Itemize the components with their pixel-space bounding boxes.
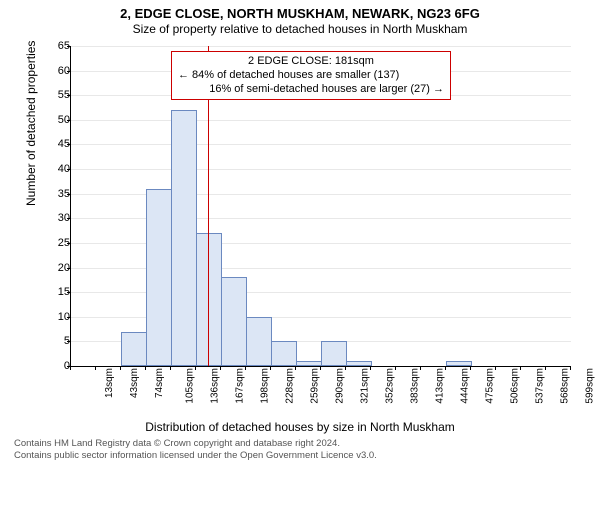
x-tick-mark: [270, 366, 271, 370]
info-callout: 2 EDGE CLOSE: 181sqm← 84% of detached ho…: [171, 51, 451, 100]
y-tick-label: 30: [30, 212, 70, 224]
x-tick-mark: [195, 366, 196, 370]
x-tick-label: 568sqm: [560, 368, 571, 404]
x-tick-mark: [520, 366, 521, 370]
footer-attribution: Contains HM Land Registry data © Crown c…: [14, 438, 590, 462]
x-tick-label: 383sqm: [410, 368, 421, 404]
x-tick-label: 198sqm: [260, 368, 271, 404]
histogram-bar: [321, 341, 347, 366]
x-tick-label: 537sqm: [535, 368, 546, 404]
plot-area: 2 EDGE CLOSE: 181sqm← 84% of detached ho…: [70, 46, 571, 367]
page-subtitle: Size of property relative to detached ho…: [0, 22, 600, 36]
info-line-1: 2 EDGE CLOSE: 181sqm: [178, 55, 444, 69]
y-tick-label: 0: [30, 360, 70, 372]
x-tick-mark: [145, 366, 146, 370]
x-tick-mark: [570, 366, 571, 370]
footer-line-1: Contains HM Land Registry data © Crown c…: [14, 438, 590, 450]
x-tick-label: 599sqm: [585, 368, 596, 404]
histogram-bar: [246, 317, 272, 366]
footer-line-2: Contains public sector information licen…: [14, 450, 590, 462]
y-tick-label: 25: [30, 237, 70, 249]
x-tick-label: 167sqm: [235, 368, 246, 404]
x-tick-mark: [495, 366, 496, 370]
y-tick-label: 35: [30, 188, 70, 200]
x-tick-mark: [95, 366, 96, 370]
x-tick-label: 105sqm: [185, 368, 196, 404]
y-tick-label: 60: [30, 65, 70, 77]
x-tick-mark: [470, 366, 471, 370]
x-tick-label: 13sqm: [104, 368, 115, 398]
y-tick-label: 40: [30, 163, 70, 175]
chart-container: Number of detached properties 2 EDGE CLO…: [20, 38, 580, 418]
histogram-bar: [446, 361, 472, 366]
x-tick-label: 136sqm: [210, 368, 221, 404]
y-tick-label: 55: [30, 89, 70, 101]
x-tick-mark: [120, 366, 121, 370]
x-tick-label: 290sqm: [335, 368, 346, 404]
gridline: [71, 144, 571, 145]
x-tick-mark: [170, 366, 171, 370]
y-tick-label: 20: [30, 262, 70, 274]
info-line-3: 16% of semi-detached houses are larger (…: [178, 83, 444, 97]
x-tick-mark: [220, 366, 221, 370]
x-tick-label: 321sqm: [360, 368, 371, 404]
info-line-2: ← 84% of detached houses are smaller (13…: [178, 69, 444, 83]
gridline: [71, 46, 571, 47]
x-tick-mark: [70, 366, 71, 370]
histogram-bar: [221, 277, 247, 366]
gridline: [71, 120, 571, 121]
histogram-bar: [346, 361, 372, 366]
page-title: 2, EDGE CLOSE, NORTH MUSKHAM, NEWARK, NG…: [0, 6, 600, 21]
x-tick-label: 43sqm: [129, 368, 140, 398]
x-tick-mark: [320, 366, 321, 370]
x-tick-mark: [395, 366, 396, 370]
gridline: [71, 169, 571, 170]
x-tick-label: 228sqm: [285, 368, 296, 404]
y-tick-label: 50: [30, 114, 70, 126]
x-tick-mark: [295, 366, 296, 370]
x-tick-label: 506sqm: [510, 368, 521, 404]
histogram-bar: [296, 361, 322, 366]
histogram-bar: [271, 341, 297, 366]
x-tick-label: 475sqm: [485, 368, 496, 404]
x-tick-mark: [370, 366, 371, 370]
y-tick-label: 65: [30, 40, 70, 52]
x-tick-label: 352sqm: [385, 368, 396, 404]
x-axis-label: Distribution of detached houses by size …: [0, 420, 600, 434]
x-tick-label: 444sqm: [460, 368, 471, 404]
x-tick-label: 74sqm: [154, 368, 165, 398]
x-tick-mark: [245, 366, 246, 370]
x-tick-mark: [545, 366, 546, 370]
y-tick-label: 15: [30, 286, 70, 298]
histogram-bar: [121, 332, 147, 366]
x-tick-mark: [445, 366, 446, 370]
histogram-bar: [196, 233, 222, 366]
y-tick-label: 45: [30, 138, 70, 150]
x-tick-mark: [345, 366, 346, 370]
histogram-bar: [146, 189, 172, 366]
y-tick-label: 10: [30, 311, 70, 323]
histogram-bar: [171, 110, 197, 366]
x-tick-label: 259sqm: [310, 368, 321, 404]
x-tick-mark: [420, 366, 421, 370]
y-tick-label: 5: [30, 335, 70, 347]
x-tick-label: 413sqm: [435, 368, 446, 404]
